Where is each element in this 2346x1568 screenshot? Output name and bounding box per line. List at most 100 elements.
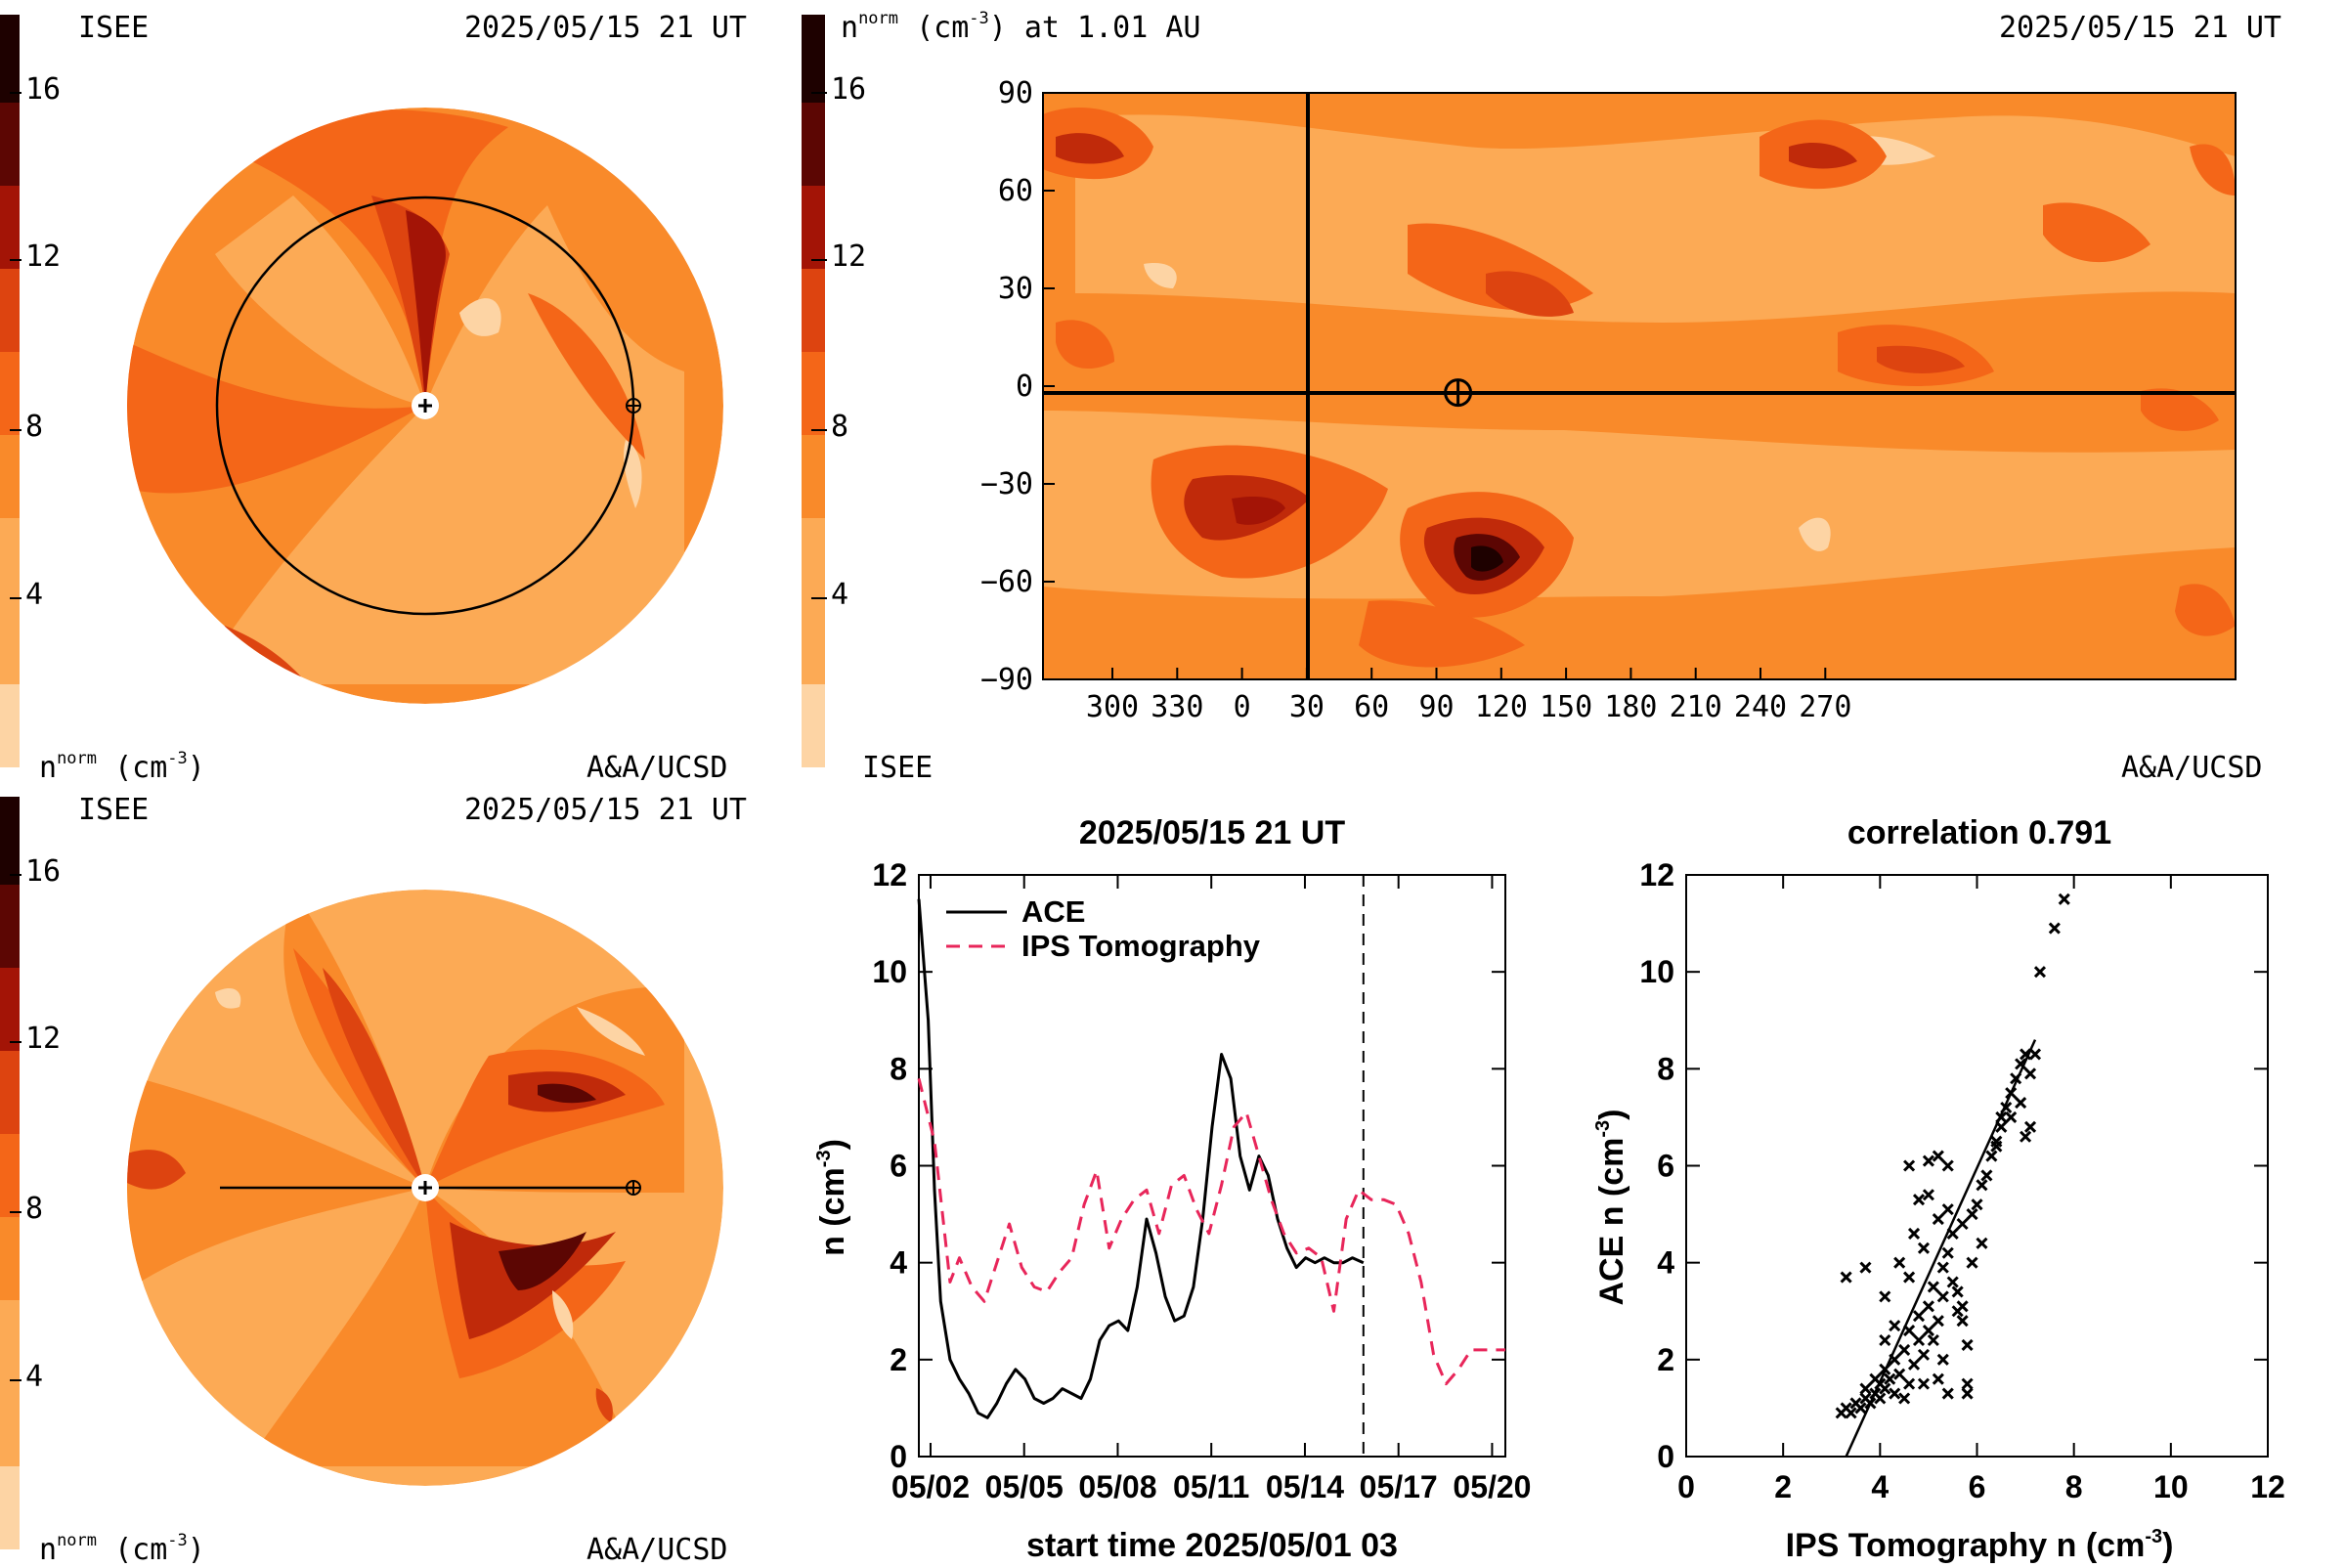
scatter-point [1980, 1169, 1993, 1182]
map-axes: 300 330 0 30 60 90 120 150 180 210 240 2709060300−3… [980, 76, 1852, 724]
scatter-point [1903, 1325, 1916, 1337]
colorbar-swatch [0, 1051, 20, 1134]
y-tick-label: 6 [1657, 1149, 1674, 1184]
earth-icon [626, 398, 641, 414]
colorbar-tick-label: 16 [25, 72, 61, 107]
scatter-point [1922, 1325, 1934, 1337]
scatter-point [1917, 1241, 1931, 1254]
scatter-point [1961, 1387, 1974, 1400]
x-tick-label: 10 [2153, 1469, 2189, 1504]
scatter-point [1898, 1343, 1911, 1356]
scatter-point [1941, 1203, 1954, 1216]
y-tick-label: 6 [890, 1149, 907, 1184]
scatter-point [1946, 1227, 1959, 1240]
x-tick-label: 05/05 [985, 1469, 1064, 1504]
colorbar-tick-label: 4 [25, 578, 43, 612]
time-series-legend: ACE IPS Tomography [946, 894, 1261, 963]
org-label: ISEE [78, 793, 149, 827]
timestamp-label: 2025/05/15 21 UT [1999, 11, 2281, 45]
credit-label: A&A/UCSD [586, 1533, 728, 1564]
y-tick-label: −90 [980, 663, 1033, 697]
scatter-point [1956, 1217, 1969, 1231]
x-axis-label: IPS Tomography n (cm-3) [1786, 1526, 2174, 1564]
scatter-point [2005, 1111, 2018, 1123]
x-tick-label: 6 [1969, 1469, 1986, 1504]
earth-icon [626, 1180, 641, 1196]
y-tick-label: 2 [1657, 1342, 1674, 1377]
scatter-point [1961, 1377, 1974, 1390]
y-axis-label: n (cm-3) [813, 1139, 851, 1256]
colorbar-swatch [0, 684, 20, 767]
scatter-point [2015, 1096, 2027, 1110]
scatter-point [2048, 922, 2061, 935]
scatter-point [1927, 1281, 1939, 1293]
y-tick-label: 4 [890, 1245, 907, 1281]
x-tick-label: 120 [1475, 690, 1528, 724]
scatter-point [1941, 1246, 1954, 1259]
y-tick-label: 0 [890, 1439, 907, 1474]
scatter-point [1907, 1227, 1921, 1240]
x-tick-label: 0 [1677, 1469, 1695, 1504]
scatter-point [1864, 1397, 1877, 1410]
timestamp-label: 2025/05/15 21 UT [464, 793, 747, 827]
colorbar-swatch [802, 435, 825, 518]
scatter-point [1936, 1353, 1949, 1366]
map-field [1043, 93, 2236, 679]
x-tick-label: 05/14 [1266, 1469, 1344, 1504]
colorbar-swatch [0, 885, 20, 968]
scatter-point [1990, 1135, 2003, 1148]
y-tick-label: 12 [872, 857, 907, 893]
y-tick-label: 0 [1657, 1439, 1674, 1474]
colorbar-swatch [0, 103, 20, 186]
x-tick-label: 210 [1670, 690, 1722, 724]
scatter-point [1995, 1111, 2008, 1123]
colorbar-tick-label: 8 [25, 410, 43, 444]
colorbar-top-right: 16 12 8 4 [802, 15, 866, 767]
scatter-point [1966, 1208, 1978, 1221]
colorbar-swatch [0, 1134, 20, 1217]
scatter-point [2028, 1048, 2042, 1061]
colorbar-bottom-left: 16 12 8 4 [0, 797, 61, 1549]
scatter-point [1859, 1382, 1872, 1395]
scatter-point [1879, 1290, 1891, 1303]
scatter-point [1966, 1256, 1978, 1269]
units-label: nnorm (cm-3) [39, 749, 205, 782]
synoptic-map: 16 12 8 4 [802, 9, 2281, 785]
credit-label: A&A/UCSD [586, 751, 728, 782]
legend-label-ips: IPS Tomography [1021, 929, 1261, 963]
scatter-point [1917, 1348, 1931, 1361]
org-label: ISEE [862, 751, 933, 782]
scatter-point [1922, 1300, 1934, 1313]
scatter-point [2000, 1101, 2013, 1114]
scatter-point [1854, 1402, 1867, 1415]
scatter-point [1922, 1154, 1934, 1167]
scatter-point [1884, 1372, 1896, 1385]
y-tick-label: 30 [998, 272, 1033, 306]
scatter-point [1976, 1179, 1988, 1192]
colorbar-tick-label: 8 [831, 410, 848, 444]
disk-plot-bottom: 16 12 8 4 IS [0, 793, 747, 1567]
scatter-point [1956, 1300, 1969, 1313]
scatter-point [1903, 1159, 1916, 1172]
scatter-point [1903, 1377, 1916, 1390]
scatter-point [1889, 1320, 1901, 1332]
colorbar-swatch [0, 352, 20, 435]
colorbar-tick-label: 4 [25, 1360, 43, 1394]
colorbar-tick-label: 16 [831, 72, 866, 107]
scatter-point [2015, 1058, 2027, 1070]
series-ips-line [917, 1077, 1505, 1386]
colorbar-tick-label: 12 [831, 240, 866, 274]
scatter-point [1951, 1285, 1964, 1298]
colorbar-top-left: 16 12 8 4 [0, 15, 61, 767]
time-series-lines [917, 898, 1505, 1419]
x-tick-label: 2 [1774, 1469, 1792, 1504]
x-tick-label: 12 [2250, 1469, 2285, 1504]
series-ace-line [917, 898, 1365, 1419]
scatter-point [1874, 1392, 1887, 1405]
x-tick-label: 90 [1418, 690, 1454, 724]
x-tick-label: 0 [1234, 690, 1251, 724]
y-tick-label: 0 [1016, 370, 1033, 404]
scatter-point [1903, 1271, 1916, 1284]
scatter-point [1912, 1194, 1926, 1206]
scatter-points [1835, 893, 2070, 1419]
